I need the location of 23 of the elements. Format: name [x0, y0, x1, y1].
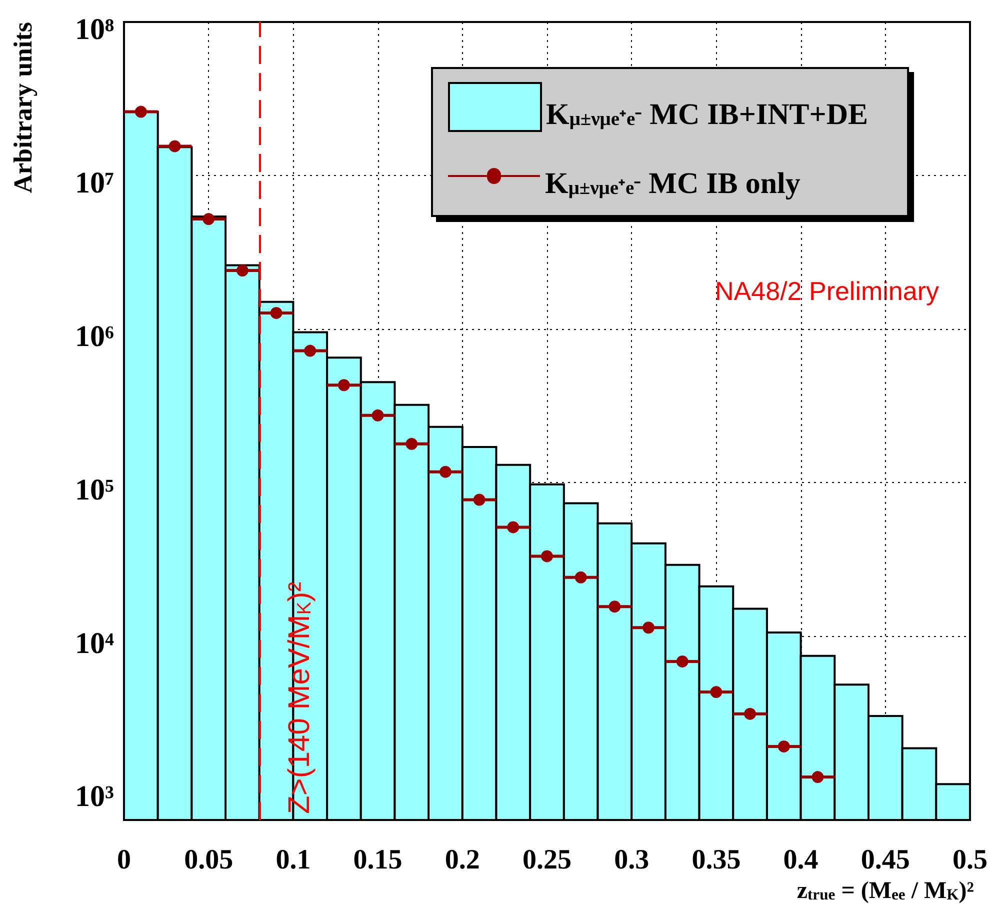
x-tick-label: 0.35 [692, 844, 741, 876]
x-tick-label: 0.1 [276, 844, 311, 876]
x-tick-label: 0 [117, 844, 131, 876]
y-tick-label: 10⁷ [75, 166, 114, 200]
x-tick-label: 0.2 [444, 844, 480, 876]
x-tick-label: 0.3 [614, 844, 650, 876]
x-tick-label: 0.45 [860, 844, 910, 876]
y-tick-label: 10⁵ [75, 473, 114, 506]
y-tick-label: 10⁴ [75, 626, 114, 660]
x-tick-label: 0.05 [184, 844, 234, 876]
y-axis-title: Arbitrary units [8, 22, 38, 194]
ref-line-label: Z>(140 MeV/MK)² [282, 582, 316, 814]
x-tick-label: 0.25 [522, 844, 572, 876]
y-tick-label: 10⁶ [75, 320, 114, 353]
y-tick-label: 10⁸ [75, 13, 114, 46]
legend-label: Kμ±νμe⁺e⁻ MC IB+INT+DE [546, 98, 868, 131]
x-tick-label: 0.5 [952, 844, 988, 876]
x-tick-label: 0.15 [353, 844, 402, 876]
y-tick-label: 10³ [75, 780, 114, 814]
legend-label: Kμ±νμe⁺e⁻ MC IB only [545, 167, 800, 200]
x-tick-label: 0.4 [783, 844, 818, 876]
x-axis-title: ztrue = (Mee / MK)² [796, 878, 974, 904]
annotation: NA48/2 Preliminary [715, 276, 940, 306]
